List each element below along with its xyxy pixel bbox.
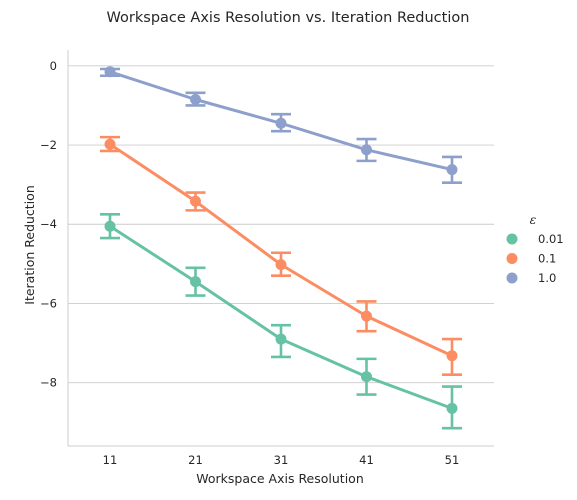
y-tick-label: −8	[40, 376, 57, 390]
series-0.1	[100, 135, 462, 377]
data-point	[275, 259, 287, 271]
x-tick-label: 31	[274, 453, 289, 467]
data-point	[104, 66, 116, 78]
axes: 0 −2 −4 −6 −8 11 21 31 41 51	[40, 50, 494, 467]
data-point	[190, 195, 201, 207]
data-point	[275, 333, 287, 345]
legend-label-0.01: 0.01	[538, 232, 564, 246]
series-0.01	[100, 213, 462, 430]
x-tick-label: 11	[103, 453, 118, 467]
data-point	[361, 144, 372, 156]
data-point	[275, 117, 287, 129]
legend-marker-0.01	[506, 233, 518, 245]
y-tick-label: −2	[40, 138, 57, 152]
chart-title: Workspace Axis Resolution vs. Iteration …	[107, 10, 470, 26]
y-tick-label: 0	[50, 59, 57, 73]
data-point	[446, 350, 458, 362]
data-point	[104, 138, 116, 150]
legend-label-1.0: 1.0	[538, 271, 556, 285]
data-point	[190, 276, 201, 288]
legend-marker-0.1	[506, 253, 518, 264]
legend-marker-1.0	[506, 272, 518, 284]
data-point	[104, 220, 116, 232]
data-point	[446, 164, 458, 176]
y-tick-label: −6	[40, 296, 57, 310]
x-axis-label: Workspace Axis Resolution	[196, 471, 364, 486]
data-point	[361, 371, 372, 383]
data-point	[361, 310, 372, 322]
data-point	[190, 94, 201, 105]
legend: ε 0.01 0.1 1.0	[506, 212, 564, 285]
legend-title: ε	[530, 212, 537, 227]
y-axis-label: Iteration Reduction	[22, 185, 37, 304]
x-tick-label: 41	[359, 453, 374, 467]
x-tick-label: 21	[188, 453, 203, 467]
series-layer	[100, 66, 462, 430]
grid	[68, 65, 494, 384]
series-1.0	[100, 66, 462, 184]
data-point	[446, 402, 458, 414]
x-tick-label: 51	[445, 453, 460, 467]
y-tick-label: −4	[40, 217, 57, 231]
legend-label-0.1: 0.1	[538, 252, 556, 266]
